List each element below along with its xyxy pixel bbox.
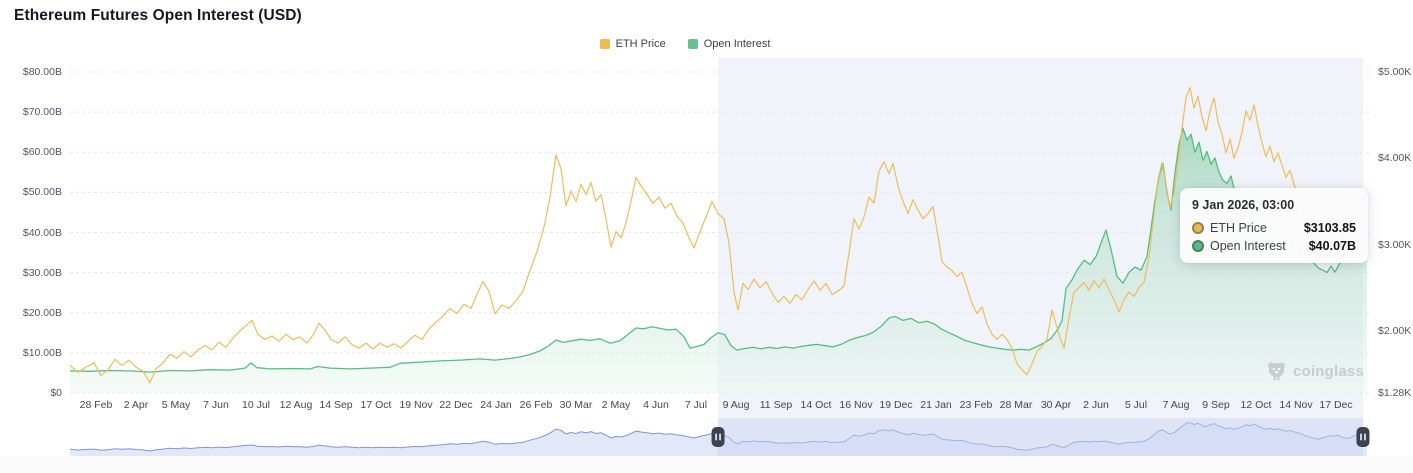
tooltip: 9 Jan 2026, 03:00 ETH Price $3103.85 Ope… [1180,188,1368,263]
tooltip-label: Open Interest [1210,239,1286,253]
y-axis-left-label: $0 [50,387,62,399]
x-axis-label: 10 Jul [241,399,271,411]
x-axis-label: 19 Dec [879,399,913,411]
y-axis-right-label: $4.00K [1378,152,1412,165]
handle-grip-icon [719,433,721,441]
x-axis-label: 12 Oct [1240,399,1272,411]
x-axis-label: 21 Jan [920,399,952,411]
y-axis-right-label: $2.00K [1378,324,1412,337]
y-axis-left-label: $50.00B [22,186,62,199]
y-axis-left-label: $40.00B [22,226,62,239]
x-axis-label: 26 Feb [519,399,553,411]
open-interest-swatch-icon [687,39,698,49]
x-axis-label: 28 Mar [999,399,1033,411]
legend-item-open-interest[interactable]: Open Interest [687,38,771,50]
tooltip-value: $40.07B [1308,239,1356,253]
x-axis-label: 30 Mar [559,399,593,411]
x-axis-label: 14 Sep [319,399,353,411]
x-axis-label: 23 Feb [959,399,993,411]
navigator-selection[interactable] [718,418,1363,456]
tooltip-value: $3103.85 [1303,221,1356,235]
eth-price-line [69,86,1368,384]
legend-label-open-interest: Open Interest [703,38,771,50]
x-axis-label: 12 Aug [279,399,313,411]
x-axis-label: 7 Aug [1162,399,1190,411]
legend-label-eth-price: ETH Price [615,38,666,50]
y-axis-left-label: $70.00B [22,106,62,119]
y-axis-left-label: $10.00B [22,346,62,359]
x-axis-label: 7 Jun [203,399,229,411]
open-interest-area [70,128,1367,393]
x-axis-label: 9 Sep [1202,399,1230,411]
page-background-strip [0,456,1413,473]
x-axis-label: 22 Dec [439,399,473,411]
legend-item-eth-price[interactable]: ETH Price [599,38,666,50]
x-axis-label: 9 Aug [722,399,750,411]
x-axis-label: 5 May [161,399,191,411]
x-axis-label: 28 Feb [79,399,113,411]
open-interest-marker-icon [1192,240,1204,252]
tooltip-date: 9 Jan 2026, 03:00 [1192,198,1295,212]
x-axis-label: 19 Nov [399,399,433,411]
handle-grip-icon [1364,433,1366,441]
x-axis-label: 2 Apr [123,399,149,411]
y-axis-left-label: $30.00B [22,266,62,279]
x-axis-label: 17 Dec [1319,399,1353,411]
x-axis-label: 7 Jul [684,399,708,411]
y-axis-left-label: $80.00B [22,66,62,78]
tooltip-row-eth-price: ETH Price $3103.85 [1192,221,1356,235]
navigator-handle-right[interactable] [1356,427,1370,447]
eth-price-swatch-icon [599,39,610,49]
y-axis-left-label: $60.00B [22,146,62,159]
watermark-label: coinglass [1293,362,1364,380]
handle-grip-icon [1360,433,1362,441]
coinglass-bear-icon [1268,362,1285,381]
eth-price-marker-icon [1192,222,1204,234]
x-axis-label: 14 Nov [1279,399,1313,411]
x-axis-label: 2 Jun [1083,399,1109,411]
y-axis-right-label: $3.00K [1378,238,1412,251]
x-axis-label: 5 Jul [1124,399,1148,411]
x-axis-label: 17 Oct [360,399,392,411]
y-axis-right-label: $1.28K [1378,387,1412,399]
y-axis-right-label: $5.00K [1378,66,1412,78]
chart-title: Ethereum Futures Open Interest (USD) [14,7,302,24]
x-axis-label: 11 Sep [759,399,793,411]
y-axis-left-label: $20.00B [22,306,62,319]
x-axis-label: 16 Nov [839,399,873,411]
x-axis-label: 4 Jun [643,399,669,411]
watermark: coinglass [1266,361,1364,381]
x-axis-label: 30 Apr [1040,399,1072,411]
handle-grip-icon [715,433,717,441]
navigator-line [69,421,1368,452]
x-axis-label: 14 Oct [800,399,832,411]
x-axis-label: 24 Jan [480,399,512,411]
tooltip-label: ETH Price [1210,221,1267,235]
x-axis-label: 2 May [601,399,631,411]
navigator[interactable] [69,418,1370,456]
tooltip-row-open-interest: Open Interest $40.07B [1192,239,1356,253]
chart-legend: ETH Price Open Interest [0,38,1370,50]
navigator-handle-left[interactable] [711,427,725,447]
